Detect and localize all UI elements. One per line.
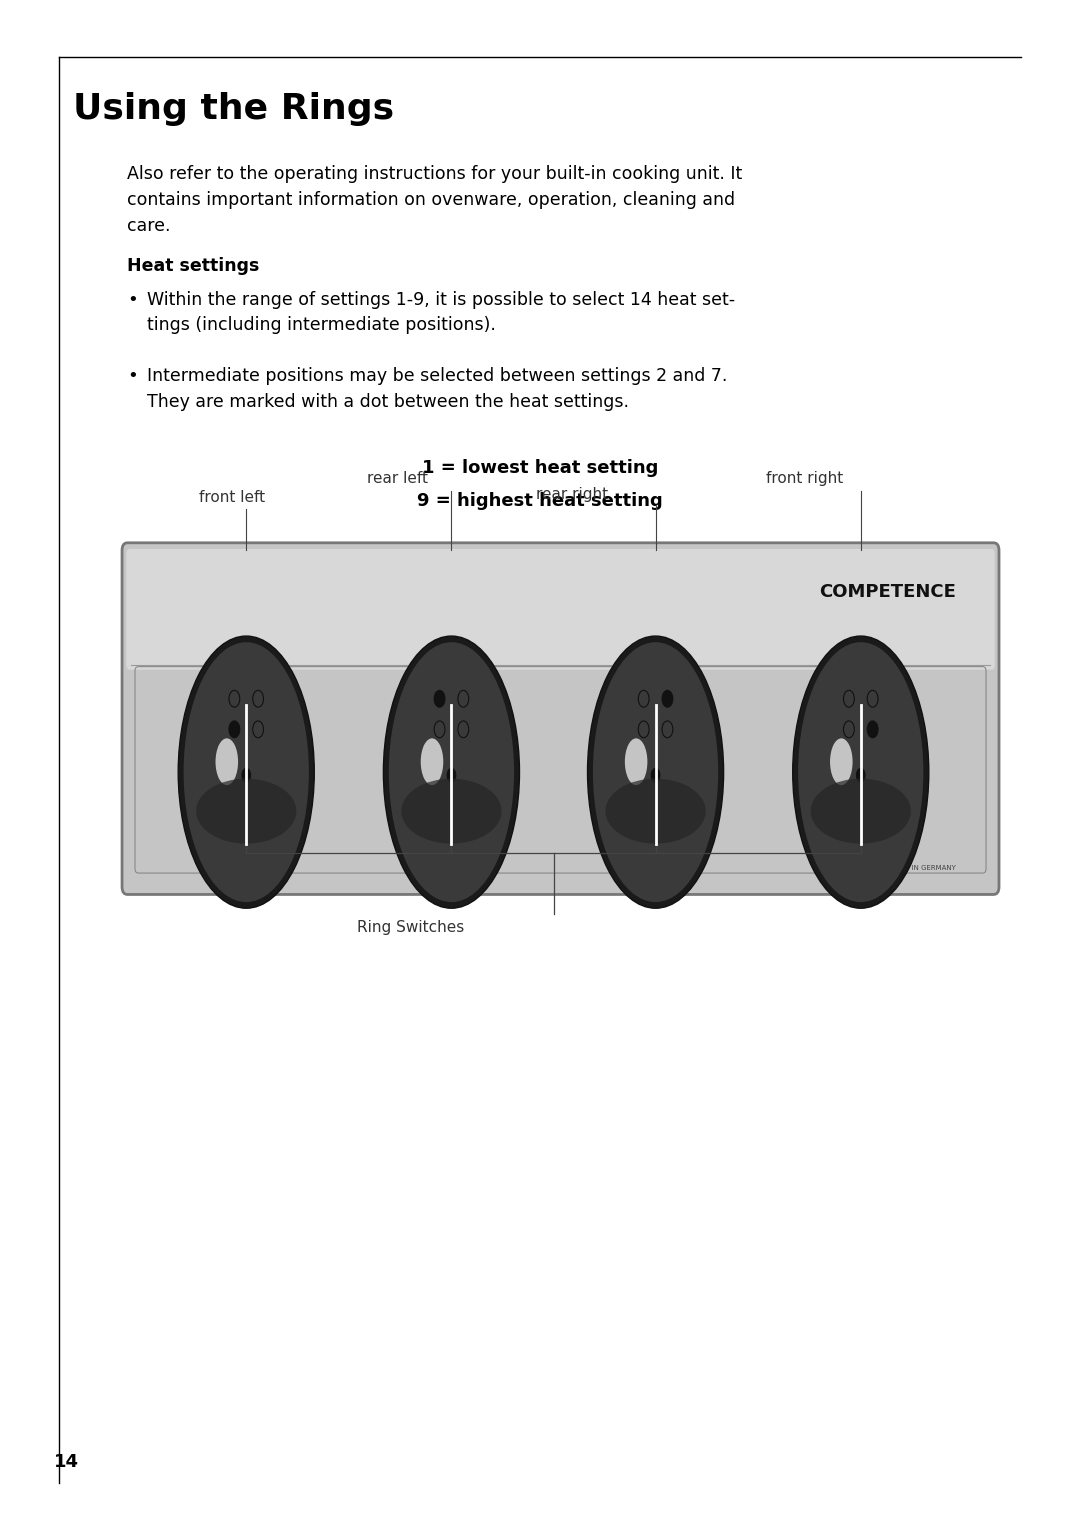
- Text: Intermediate positions may be selected between settings 2 and 7.
They are marked: Intermediate positions may be selected b…: [147, 367, 727, 411]
- Ellipse shape: [625, 739, 647, 786]
- Ellipse shape: [798, 642, 923, 902]
- Ellipse shape: [389, 642, 514, 902]
- Ellipse shape: [447, 769, 456, 783]
- Text: COMPETENCE: COMPETENCE: [819, 583, 956, 601]
- Ellipse shape: [811, 778, 910, 844]
- Text: Using the Rings: Using the Rings: [73, 92, 394, 125]
- Text: 1 = lowest heat setting: 1 = lowest heat setting: [422, 459, 658, 477]
- Ellipse shape: [383, 636, 519, 908]
- Ellipse shape: [178, 636, 314, 908]
- Text: Heat settings: Heat settings: [127, 257, 260, 275]
- FancyBboxPatch shape: [122, 543, 999, 894]
- Ellipse shape: [593, 642, 718, 902]
- Ellipse shape: [856, 769, 865, 783]
- Text: Also refer to the operating instructions for your built-in cooking unit. It
cont: Also refer to the operating instructions…: [127, 165, 743, 234]
- Text: front left: front left: [199, 489, 266, 505]
- Ellipse shape: [216, 739, 238, 786]
- Ellipse shape: [588, 636, 724, 908]
- Ellipse shape: [651, 769, 660, 783]
- Text: Ring Switches: Ring Switches: [356, 920, 464, 936]
- Ellipse shape: [184, 642, 309, 902]
- Text: 9 = highest heat setting: 9 = highest heat setting: [417, 492, 663, 511]
- Ellipse shape: [662, 691, 673, 706]
- Text: 14: 14: [54, 1453, 79, 1471]
- Ellipse shape: [793, 636, 929, 908]
- Ellipse shape: [242, 769, 251, 783]
- Text: Within the range of settings 1-9, it is possible to select 14 heat set-
tings (i: Within the range of settings 1-9, it is …: [147, 291, 735, 335]
- Text: rear left: rear left: [367, 471, 428, 486]
- Ellipse shape: [434, 691, 445, 706]
- Ellipse shape: [867, 720, 878, 739]
- FancyBboxPatch shape: [126, 549, 995, 670]
- Ellipse shape: [831, 739, 852, 786]
- Ellipse shape: [402, 778, 501, 844]
- Text: rear right: rear right: [537, 486, 608, 502]
- Text: •: •: [127, 367, 138, 385]
- Text: MADE IN GERMANY: MADE IN GERMANY: [889, 865, 956, 872]
- Ellipse shape: [197, 778, 296, 844]
- Ellipse shape: [606, 778, 705, 844]
- Ellipse shape: [229, 720, 240, 739]
- Text: front right: front right: [766, 471, 843, 486]
- Ellipse shape: [421, 739, 443, 786]
- Text: •: •: [127, 291, 138, 309]
